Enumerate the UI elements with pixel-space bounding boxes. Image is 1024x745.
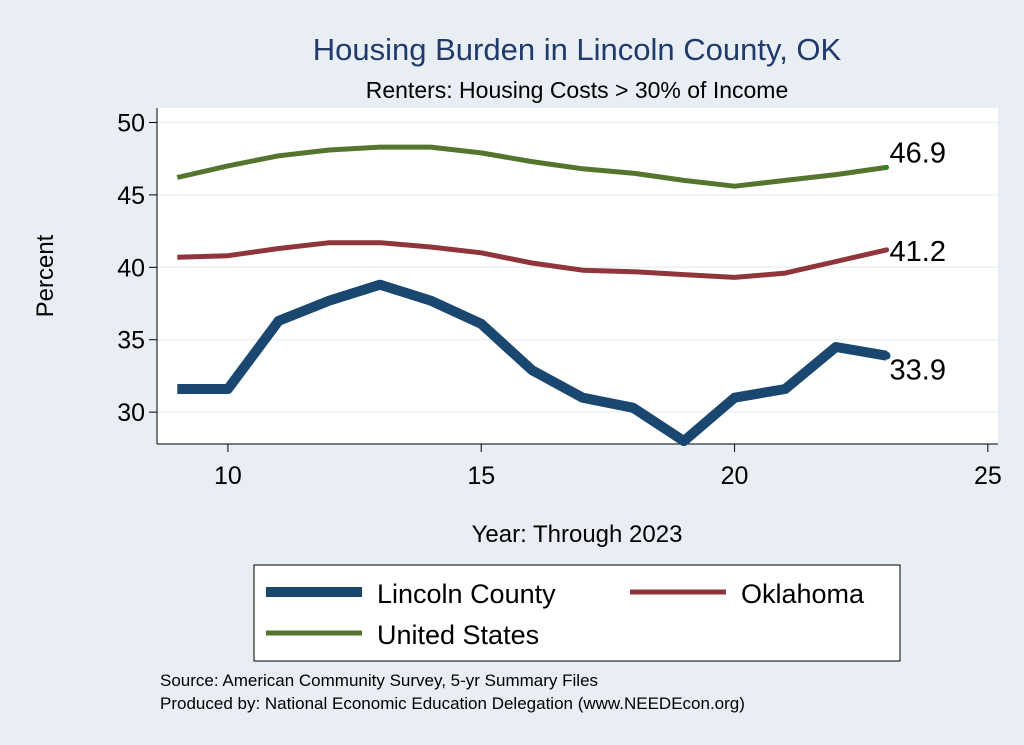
legend-label-united-states: United States xyxy=(377,620,539,650)
end-label-lincoln-county: 33.9 xyxy=(890,355,946,387)
y-tick-label: 45 xyxy=(117,182,145,210)
x-tick-label: 25 xyxy=(974,462,1002,490)
series-line-oklahoma xyxy=(177,240,888,280)
y-tick-label: 50 xyxy=(117,109,145,137)
legend-label-lincoln-county: Lincoln County xyxy=(377,579,556,609)
series-lines xyxy=(176,144,891,447)
y-axis-label: Percent xyxy=(32,234,59,317)
series-line-united-states xyxy=(176,144,887,189)
x-axis-label: Year: Through 2023 xyxy=(472,521,683,548)
legend: Lincoln County Oklahoma United States xyxy=(266,579,865,650)
chart-subtitle: Renters: Housing Costs > 30% of Income xyxy=(366,77,789,103)
produced-note: Produced by: National Economic Education… xyxy=(160,694,745,713)
x-tick-label: 15 xyxy=(467,462,495,490)
y-tick-label: 40 xyxy=(117,254,145,282)
source-note: Source: American Community Survey, 5-yr … xyxy=(160,671,598,690)
end-labels: 46.9 41.2 33.9 xyxy=(890,137,946,386)
end-point-united-states xyxy=(884,164,890,170)
legend-box xyxy=(253,564,901,662)
end-point-oklahoma xyxy=(884,247,890,253)
x-tick-label: 20 xyxy=(721,462,749,490)
y-tick-label: 30 xyxy=(117,399,145,427)
chart-title: Housing Burden in Lincoln County, OK xyxy=(313,32,842,67)
legend-label-oklahoma: Oklahoma xyxy=(741,579,865,609)
series-line-lincoln-county xyxy=(177,279,888,447)
plot-area xyxy=(157,108,998,444)
y-tick-label: 35 xyxy=(117,327,145,355)
x-tick-label: 10 xyxy=(214,462,242,490)
end-label-oklahoma: 41.2 xyxy=(890,236,946,268)
axes: 30 35 40 45 50 10 15 20 25 xyxy=(117,108,1002,490)
end-label-united-states: 46.9 xyxy=(890,137,946,169)
end-point-lincoln-county xyxy=(882,351,891,360)
